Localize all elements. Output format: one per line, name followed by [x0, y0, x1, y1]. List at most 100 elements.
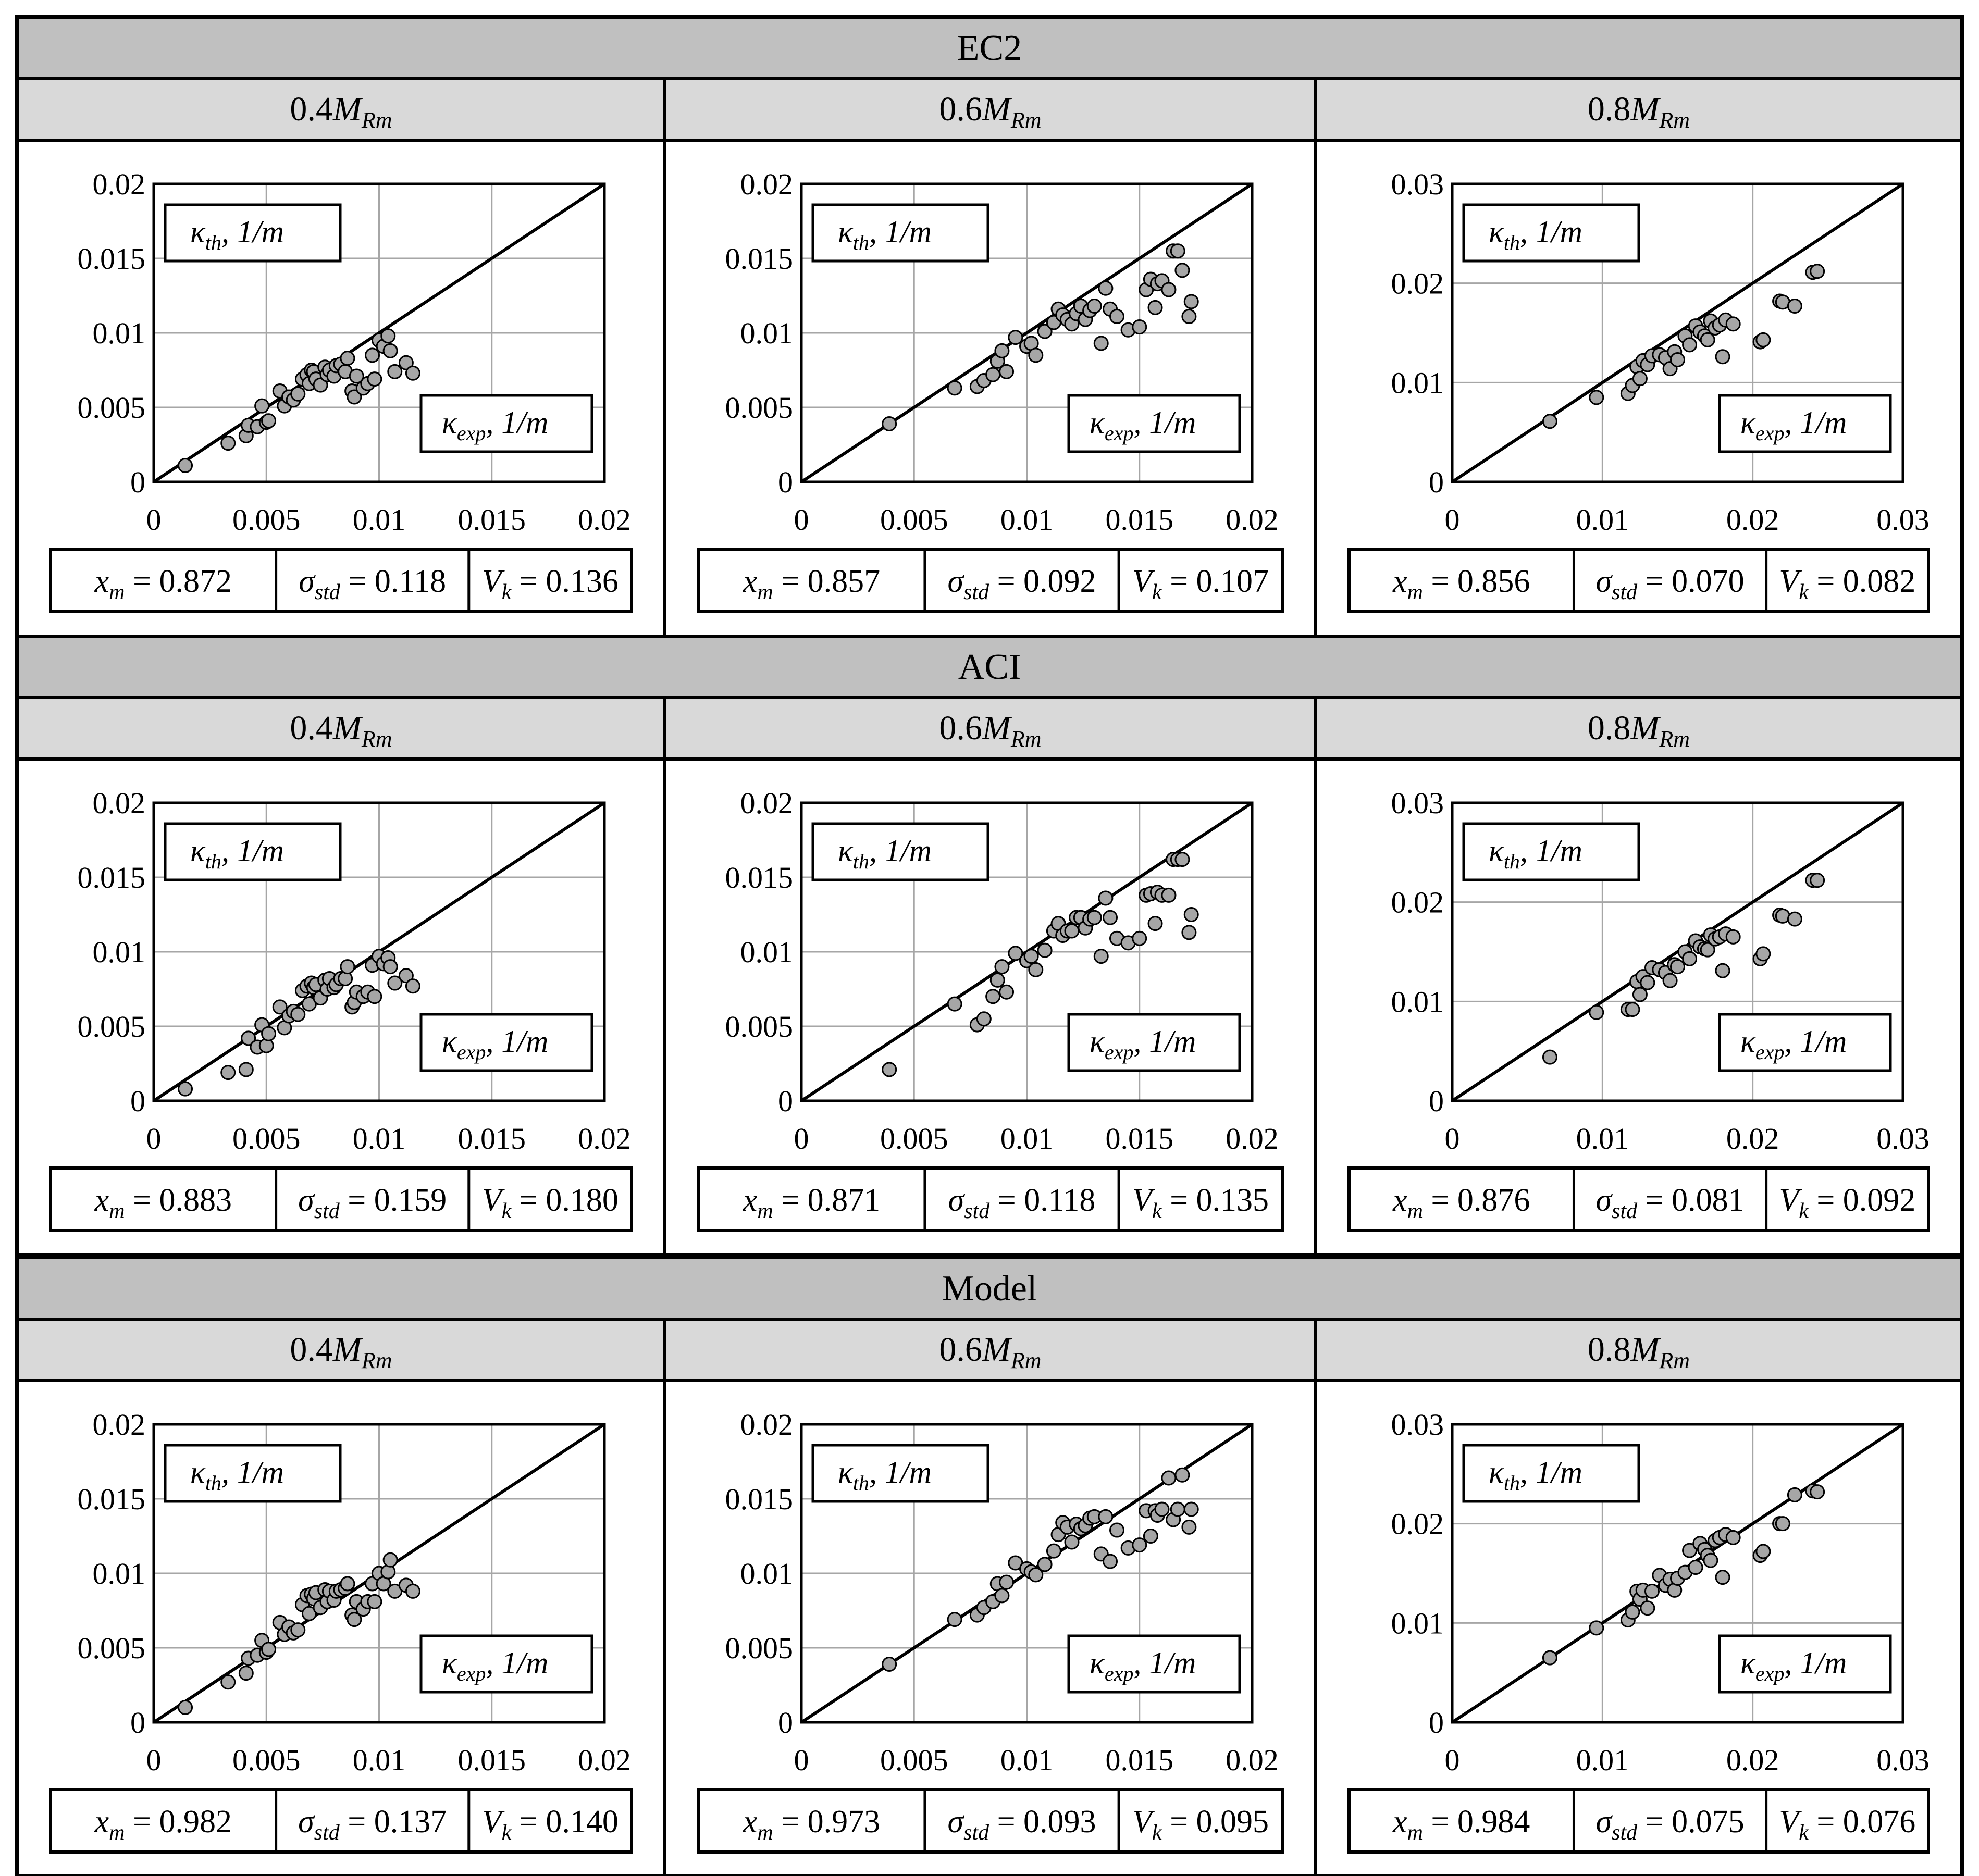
- statistics-table: [1347, 1788, 1930, 1854]
- x-axis-label-box: [1067, 1013, 1241, 1072]
- y-axis-label: κth, 1/m: [838, 1455, 932, 1495]
- data-point: [220, 1065, 236, 1080]
- y-tick-label: 0.02: [740, 786, 794, 820]
- data-point: [882, 1062, 897, 1077]
- column-header: [663, 77, 1317, 142]
- plot-area-border: [800, 182, 1254, 483]
- mean-ratio: xm = 0.872: [94, 564, 232, 604]
- y-tick-label: 0.015: [78, 861, 146, 894]
- data-point: [1640, 975, 1655, 990]
- section-title: ACI: [958, 647, 1021, 687]
- data-point: [272, 999, 288, 1015]
- data-point: [1147, 300, 1163, 315]
- data-point: [387, 364, 403, 379]
- data-point: [382, 1552, 398, 1568]
- y-axis-label-box: [811, 822, 990, 881]
- y-tick-label: 0.02: [93, 786, 146, 820]
- x-axis-label-box: [1718, 1013, 1892, 1072]
- y-tick-label: 0.015: [725, 242, 794, 276]
- x-tick-label: 0.02: [578, 1743, 631, 1777]
- data-point: [1181, 309, 1197, 325]
- data-point: [1161, 282, 1177, 297]
- y-tick-label: 0.005: [725, 1631, 794, 1665]
- data-point: [1093, 336, 1109, 351]
- y-tick-label: 0: [130, 465, 145, 499]
- x-tick-label: 0.005: [232, 503, 301, 537]
- x-tick-label: 0: [146, 1122, 162, 1156]
- figure-border: [15, 15, 1964, 1876]
- x-tick-label: 0.01: [1576, 503, 1629, 537]
- scatter-plot: 00 0.005 0.005 0.01 0.01 0.015 0.015 0.02 0.02 κt…: [697, 1408, 1284, 1854]
- data-point: [1589, 390, 1604, 405]
- data-point: [1682, 337, 1698, 353]
- x-tick-label: 0.02: [578, 503, 631, 537]
- data-point: [387, 975, 403, 991]
- x-tick-label: 0.015: [458, 1122, 526, 1156]
- data-point: [1093, 949, 1109, 964]
- data-point: [1589, 1620, 1604, 1636]
- mean-ratio: xm = 0.876: [1392, 1183, 1530, 1223]
- column-header: [16, 696, 666, 761]
- data-point: [1008, 946, 1023, 961]
- standard-deviation: σstd = 0.137: [298, 1804, 447, 1845]
- x-tick-label: 0.03: [1876, 503, 1929, 537]
- mean-ratio: xm = 0.982: [94, 1804, 232, 1845]
- data-point: [1775, 1516, 1790, 1532]
- x-axis-label: κexp, 1/m: [442, 405, 548, 445]
- data-point: [220, 436, 236, 451]
- y-axis-label: κth, 1/m: [1489, 834, 1582, 873]
- y-axis-label-box: [1462, 822, 1640, 881]
- data-point: [347, 1612, 362, 1627]
- x-tick-label: 0.02: [1726, 1122, 1779, 1156]
- data-point: [290, 386, 306, 402]
- data-point: [976, 1011, 992, 1027]
- data-point: [349, 368, 364, 384]
- y-tick-label: 0.01: [1391, 985, 1444, 1018]
- data-point: [1662, 973, 1678, 988]
- data-point: [290, 1622, 306, 1638]
- data-point: [220, 1674, 236, 1690]
- y-tick-label: 0: [778, 465, 793, 499]
- data-point: [1023, 949, 1039, 964]
- data-point: [1715, 349, 1730, 365]
- coefficient-of-variation: Vk = 0.107: [1132, 564, 1269, 604]
- y-axis-label: κth, 1/m: [190, 215, 284, 254]
- standard-deviation: σstd = 0.075: [1596, 1804, 1745, 1845]
- plot-area-border: [1451, 801, 1904, 1102]
- scatter-plot: 00 0.01 0.01 0.02 0.02 0.03 0.03 κth, 1/m κexp, …: [1347, 167, 1930, 613]
- y-tick-label: 0: [130, 1084, 145, 1118]
- data-point: [1046, 1543, 1061, 1559]
- y-tick-label: 0.01: [93, 1557, 146, 1591]
- column-header: [1314, 1318, 1963, 1382]
- data-point: [398, 968, 414, 984]
- data-point: [1154, 1501, 1170, 1517]
- data-point: [1008, 330, 1023, 345]
- data-point: [1183, 907, 1199, 922]
- statistics-table: [49, 548, 633, 613]
- data-point: [261, 1026, 277, 1041]
- x-axis-label: κexp, 1/m: [1090, 1024, 1196, 1064]
- data-point: [1132, 319, 1147, 335]
- x-axis-label: κexp, 1/m: [1740, 1646, 1847, 1685]
- data-point: [1725, 929, 1741, 945]
- y-axis-label: κth, 1/m: [1489, 215, 1582, 254]
- y-tick-label: 0: [778, 1084, 793, 1118]
- data-point: [1632, 987, 1648, 1002]
- data-point: [398, 355, 414, 370]
- y-axis-label-box: [811, 1444, 990, 1503]
- plot-area-border: [152, 1423, 606, 1724]
- data-point: [1132, 930, 1147, 946]
- x-tick-label: 0: [794, 1743, 809, 1777]
- x-tick-label: 0.02: [1726, 503, 1779, 537]
- data-point: [882, 1656, 897, 1672]
- data-point: [382, 343, 398, 358]
- mean-ratio: xm = 0.857: [743, 564, 880, 604]
- equality-line: [1451, 182, 1904, 483]
- data-point: [340, 351, 355, 366]
- statistics-table: [1347, 1166, 1930, 1232]
- x-tick-label: 0.02: [1226, 503, 1279, 537]
- data-point: [947, 1612, 962, 1627]
- coefficient-of-variation: Vk = 0.135: [1132, 1183, 1269, 1223]
- x-tick-label: 0: [1445, 1743, 1460, 1777]
- y-tick-label: 0: [778, 1706, 793, 1740]
